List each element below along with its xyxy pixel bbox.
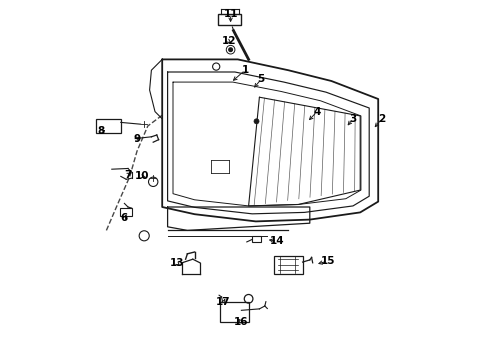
Circle shape <box>254 119 259 124</box>
Text: 13: 13 <box>170 258 184 268</box>
Text: 9: 9 <box>133 134 141 144</box>
Text: 5: 5 <box>258 74 265 84</box>
Text: 11: 11 <box>223 9 238 19</box>
Text: 17: 17 <box>216 297 231 307</box>
Text: 16: 16 <box>234 317 248 327</box>
Text: 10: 10 <box>135 171 149 181</box>
Text: 12: 12 <box>221 36 236 46</box>
Text: 4: 4 <box>313 107 320 117</box>
Text: 6: 6 <box>121 213 128 223</box>
Text: 8: 8 <box>98 126 105 136</box>
Text: 1: 1 <box>242 65 248 75</box>
Text: 15: 15 <box>320 256 335 266</box>
Text: 14: 14 <box>270 236 285 246</box>
Text: 7: 7 <box>124 170 132 180</box>
Circle shape <box>229 48 232 51</box>
Text: 2: 2 <box>378 114 386 124</box>
Text: 3: 3 <box>349 114 357 124</box>
